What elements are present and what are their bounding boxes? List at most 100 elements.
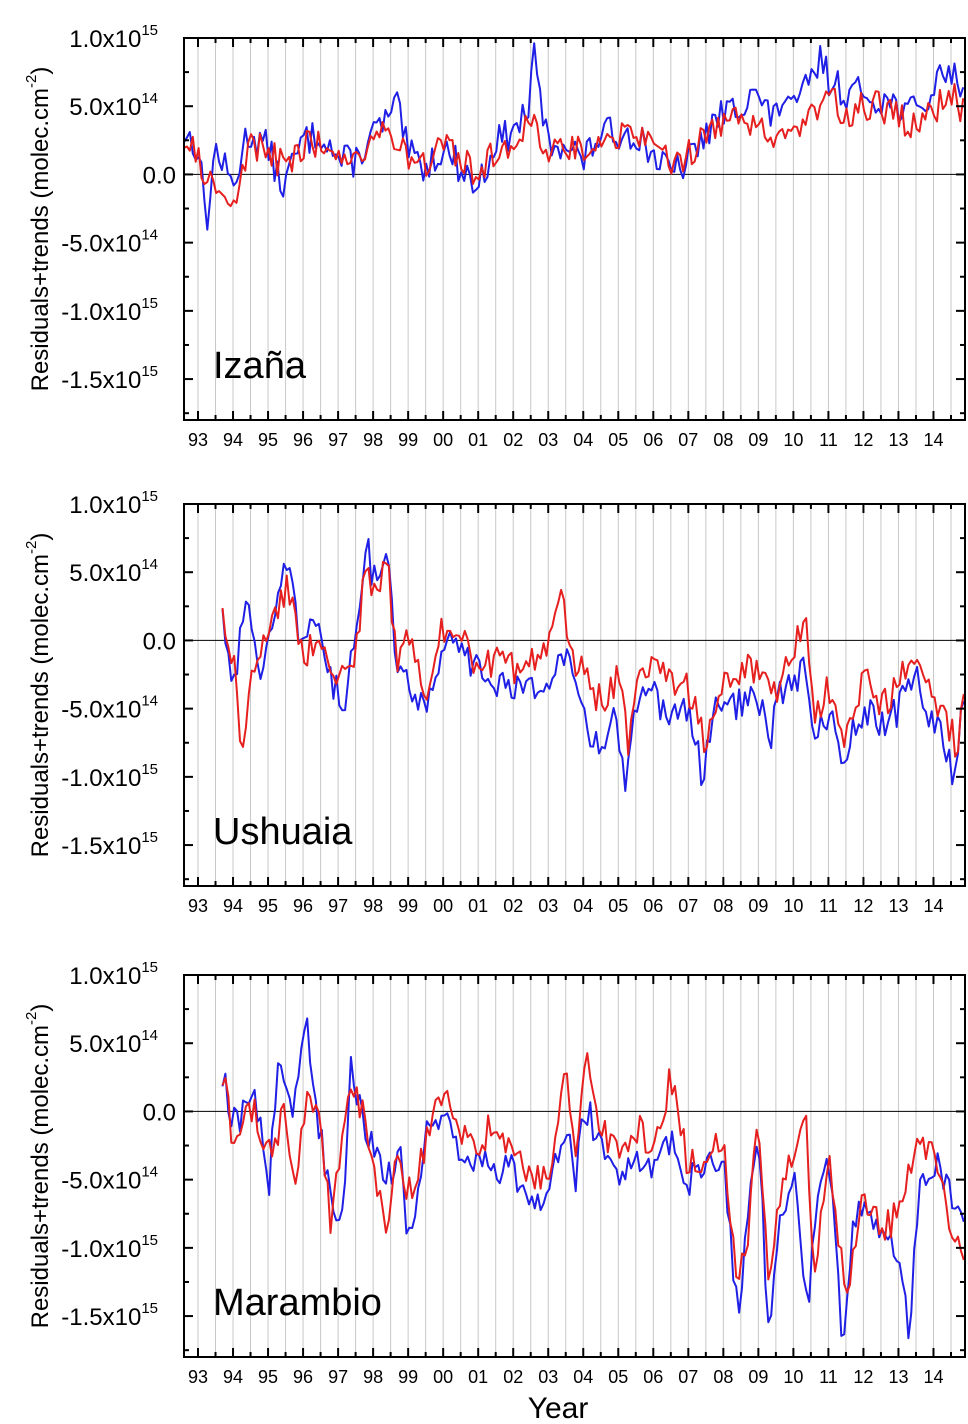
x-tick-label: 01 [468,430,488,450]
x-tick-label: 14 [923,430,943,450]
x-tick-label: 96 [293,430,313,450]
plot-frame [183,974,966,1358]
x-tick-label: 11 [819,430,838,450]
x-tick-label: 03 [538,1367,558,1387]
x-tick-label: 05 [608,896,628,916]
x-tick-label: 00 [433,430,453,450]
y-tick-label: 5.0x1014 [69,90,158,121]
station-label: Izaña [213,345,307,387]
series-line-blue [221,538,965,792]
x-tick-label: 95 [258,1367,278,1387]
x-tick-label: 95 [258,430,278,450]
x-tick-label: 98 [363,1367,383,1387]
x-tick-label: 93 [188,1367,208,1387]
x-tick-label: 93 [188,896,208,916]
y-tick-exponent: 15 [141,1232,158,1249]
x-tick-label: 00 [433,1367,453,1387]
x-tick-label: 05 [608,1367,628,1387]
y-ticks [184,974,965,1352]
x-tick-label: 08 [713,430,733,450]
x-tick-label: 94 [223,1367,243,1387]
x-tick-label: 96 [293,896,313,916]
x-tick-label: 10 [783,1367,803,1387]
y-tick-label: 0.0 [143,162,176,189]
x-tick-label: 03 [538,430,558,450]
x-tick-label: 97 [328,1367,348,1387]
x-tick-label: 98 [363,896,383,916]
x-tick-label: 02 [503,1367,523,1387]
y-tick-exponent: 15 [141,959,158,976]
x-tick-label: 12 [853,896,873,916]
y-tick-exponent: 14 [141,90,158,107]
y-tick-label: -1.5x1015 [61,1300,158,1331]
y-tick-exponent: 15 [141,829,158,846]
y-tick-label: 5.0x1014 [69,1027,158,1058]
x-tick-label: 95 [258,896,278,916]
x-tick-label: 08 [713,896,733,916]
y-tick-label: -1.5x1015 [61,363,158,394]
plot-frame [183,503,966,887]
x-tick-label: 13 [888,896,908,916]
y-tick-exponent: 15 [141,22,158,39]
y-tick-label: 5.0x1014 [69,556,158,587]
x-tick-label: 97 [328,896,348,916]
y-tick-label: -1.0x1015 [61,761,158,792]
y-tick-label: -1.5x1015 [61,829,158,860]
x-tick-label: 94 [223,896,243,916]
y-axis-label-sup: -2 [23,541,40,554]
y-axis-label-sup: -2 [23,1012,40,1025]
x-tick-label: 13 [888,1367,908,1387]
y-tick-label: 1.0x1015 [69,22,158,53]
y-tick-label: 0.0 [143,628,176,655]
x-tick-label: 04 [573,896,593,916]
y-tick-exponent: 14 [141,693,158,710]
series-line-red [184,83,965,208]
y-axis-label-close: ) [27,533,54,541]
series-line-blue [221,1017,965,1340]
y-tick-label: 1.0x1015 [69,959,158,990]
y-axis-label-close: ) [27,67,54,75]
x-tick-label: 93 [188,430,208,450]
grid [197,38,952,420]
x-tick-label: 07 [678,896,698,916]
x-tick-label: 00 [433,896,453,916]
y-axis-label: Residuals+trends (molec.cm-2) [23,1004,54,1329]
x-tick-label: 11 [819,896,838,916]
x-tick-label: 01 [468,1367,488,1387]
plot-frame [183,37,966,421]
x-tick-label: 14 [923,896,943,916]
x-tick-label: 11 [819,1367,838,1387]
x-tick-label: 02 [503,430,523,450]
y-tick-exponent: 15 [141,761,158,778]
y-tick-exponent: 14 [141,556,158,573]
x-tick-label: 99 [398,430,418,450]
x-tick-label: 99 [398,1367,418,1387]
y-axis-label-text: Residuals+trends (molec.cm [27,88,54,391]
x-tick-label: 03 [538,896,558,916]
x-tick-label: 09 [748,1367,768,1387]
x-ticks [197,504,952,886]
x-tick-label: 04 [573,1367,593,1387]
y-axis-label-text: Residuals+trends (molec.cm [27,554,54,857]
x-ticks [197,975,952,1357]
panel-marambio: 1.0x1015 5.0x1014 0.0 -5.0x1014 -1.0x1015 -1.… [23,959,966,1387]
x-ticks [197,38,952,420]
y-tick-exponent: 14 [141,1164,158,1181]
x-tick-label: 05 [608,430,628,450]
x-axis-label: Year [528,1392,589,1424]
y-tick-label: -5.0x1014 [61,227,158,258]
x-tick-label: 97 [328,430,348,450]
x-tick-label: 06 [643,896,663,916]
station-label: Ushuaia [213,811,353,853]
x-tick-label: 12 [853,430,873,450]
x-tick-label: 04 [573,430,593,450]
x-tick-label: 99 [398,896,418,916]
x-tick-label: 13 [888,430,908,450]
y-ticks [184,503,965,881]
y-tick-label: -1.0x1015 [61,295,158,326]
x-tick-label: 94 [223,430,243,450]
x-tick-label: 98 [363,430,383,450]
y-tick-exponent: 14 [141,227,158,244]
y-axis-label: Residuals+trends (molec.cm-2) [23,533,54,858]
